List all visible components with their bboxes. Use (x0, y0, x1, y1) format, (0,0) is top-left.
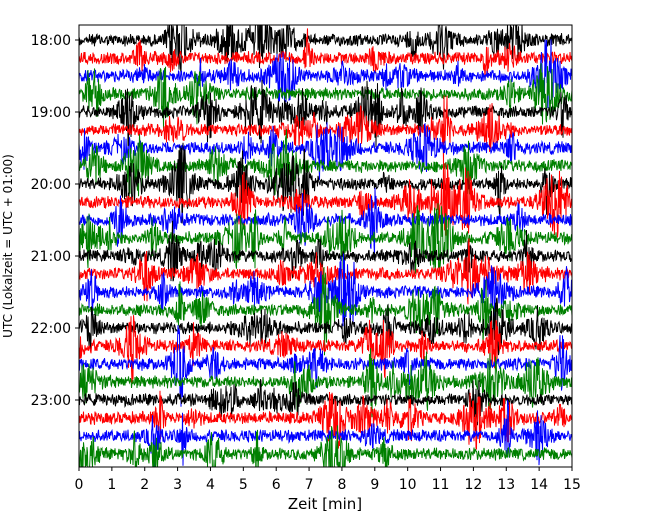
x-tick-label: 7 (305, 477, 314, 493)
y-axis-label: UTC (Lokalzeit = UTC + 01:00) (1, 154, 15, 338)
x-tick-label: 11 (432, 477, 450, 493)
seismic-trace-12 (79, 203, 572, 274)
plot-frame (78, 24, 573, 468)
y-tick-label: 21:00 (31, 249, 71, 265)
seismic-trace-4 (79, 63, 572, 129)
seismic-trace-13 (79, 220, 572, 282)
seismic-trace-17 (79, 297, 572, 356)
x-tick-label: 9 (370, 477, 379, 493)
x-tick-label: 4 (206, 477, 215, 493)
seismic-trace-24 (79, 425, 572, 467)
seismic-trace-8 (79, 129, 572, 202)
x-axis-ticks: 0 1 2 3 4 5 6 7 8 9 10 11 12 13 14 15 (75, 467, 581, 493)
seismic-trace-9 (79, 142, 572, 224)
seismic-trace-16 (79, 266, 572, 356)
seismic-trace-1 (79, 25, 572, 74)
x-tick-label: 15 (563, 477, 581, 493)
y-tick-label: 23:00 (31, 393, 71, 409)
x-tick-label: 1 (107, 477, 116, 493)
y-tick-label: 19:00 (31, 105, 71, 121)
x-tick-label: 0 (75, 477, 84, 493)
seismic-trace-14 (79, 238, 572, 305)
y-axis-ticks: 18:00 19:00 20:00 21:00 22:00 23:00 (31, 33, 79, 409)
seismic-trace-22 (79, 390, 572, 450)
x-tick-label: 6 (272, 477, 281, 493)
x-tick-label: 5 (239, 477, 248, 493)
x-tick-label: 2 (140, 477, 149, 493)
y-tick-label: 18:00 (31, 33, 71, 49)
y-tick-label: 22:00 (31, 321, 71, 337)
seismic-trace-23 (79, 399, 572, 467)
x-tick-label: 10 (399, 477, 417, 493)
seismic-trace-7 (79, 122, 572, 180)
seismic-trace-20 (79, 348, 572, 418)
x-axis-label: Zeit [min] (288, 495, 362, 513)
y-tick-label: 20:00 (31, 177, 71, 193)
seismic-trace-10 (79, 162, 572, 238)
x-tick-label: 12 (464, 477, 482, 493)
x-tick-label: 8 (337, 477, 346, 493)
trace-group (79, 25, 572, 467)
x-tick-label: 13 (497, 477, 515, 493)
x-tick-label: 3 (173, 477, 182, 493)
seismic-trace-2 (79, 28, 572, 81)
x-tick-label: 14 (530, 477, 548, 493)
seismic-trace-11 (79, 187, 572, 256)
